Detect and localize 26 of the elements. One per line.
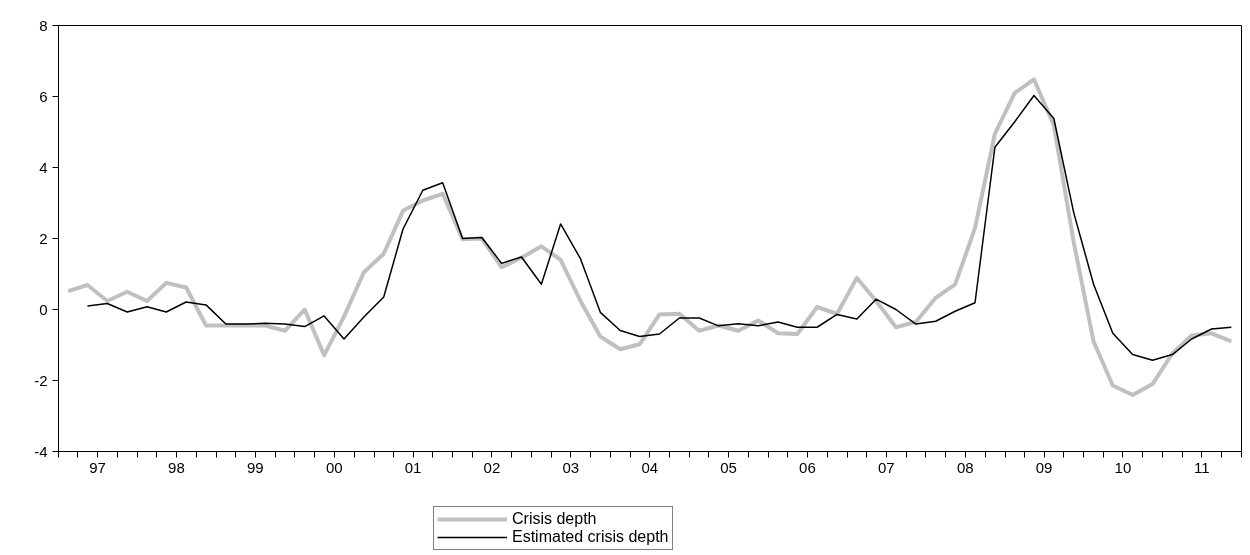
line-series: [66, 77, 1234, 398]
x-tick-label: 01: [404, 458, 422, 476]
legend-label: Crisis depth: [512, 510, 597, 528]
x-tick-label: 09: [1035, 458, 1053, 476]
x-tick-label: 99: [246, 458, 264, 476]
y-tick-label: 2: [39, 229, 48, 247]
y-tick-label: 6: [39, 87, 48, 105]
y-tick-label: -4: [34, 442, 48, 460]
x-tick-label: 08: [956, 458, 974, 476]
x-tick-label: 10: [1114, 458, 1132, 476]
line-series: [86, 94, 1233, 362]
x-tick-label: 02: [483, 458, 501, 476]
legend-label: Estimated crisis depth: [512, 528, 669, 546]
x-tick-label: 04: [641, 458, 659, 476]
y-tick-label: 4: [39, 158, 48, 176]
y-tick-label: -2: [34, 371, 48, 389]
x-tick-label: 07: [877, 458, 895, 476]
y-tick-label: 0: [39, 300, 48, 318]
x-tick-label: 97: [89, 458, 106, 476]
x-tick-label: 05: [720, 458, 737, 476]
x-tick-label: 00: [325, 458, 343, 476]
x-tick-label: 06: [799, 458, 816, 476]
x-tick-label: 03: [562, 458, 580, 476]
x-tick-label: 98: [168, 458, 185, 476]
x-tick-label: 11: [1193, 458, 1210, 476]
y-tick-label: 8: [39, 16, 48, 34]
